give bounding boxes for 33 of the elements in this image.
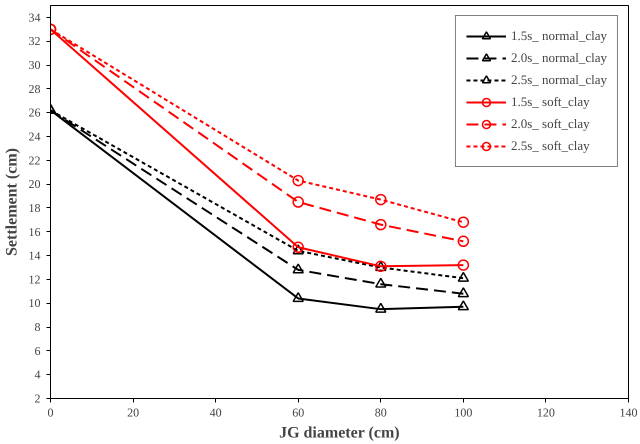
x-tick-label: 80 — [374, 406, 387, 420]
y-tick-label: 8 — [34, 320, 40, 334]
y-tick-label: 26 — [28, 106, 40, 120]
legend-label: 1.5s_ soft_clay — [510, 94, 590, 110]
y-tick-label: 18 — [28, 200, 40, 215]
y-tick-label: 34 — [28, 10, 40, 24]
x-tick-label: 100 — [454, 406, 472, 420]
legend-label: 2.0s_ normal_clay — [510, 50, 607, 66]
x-tick-label: 0 — [48, 406, 54, 420]
legend-label: 2.5s_ soft_clay — [510, 138, 590, 154]
y-tick-label: 24 — [28, 130, 40, 144]
y-tick-label: 6 — [34, 344, 40, 358]
x-tick-label: 140 — [620, 406, 638, 420]
y-tick-label: 22 — [28, 153, 40, 168]
y-tick-label: 32 — [28, 34, 40, 48]
x-tick-label: 120 — [536, 406, 555, 420]
x-axis-title: JG diameter (cm) — [279, 424, 400, 442]
y-tick-label: 2 — [34, 392, 40, 406]
y-tick-label: 30 — [28, 58, 40, 72]
y-axis-title: Settlement (cm) — [4, 148, 20, 256]
legend-label: 2.0s_ soft_clay — [510, 116, 590, 132]
x-tick-label: 20 — [127, 406, 140, 420]
y-tick-label: 12 — [28, 272, 40, 286]
x-tick-label: 40 — [210, 406, 222, 420]
legend-label: 1.5s_ normal_clay — [510, 28, 607, 44]
y-tick-label: 20 — [28, 177, 40, 192]
legend-label: 2.5s_ normal_clay — [510, 72, 607, 88]
y-tick-label: 10 — [28, 296, 40, 310]
y-tick-label: 14 — [28, 248, 40, 263]
y-tick-label: 4 — [34, 368, 40, 382]
y-tick-label: 28 — [28, 82, 40, 96]
x-tick-label: 60 — [292, 406, 304, 420]
y-tick-label: 16 — [28, 224, 40, 239]
